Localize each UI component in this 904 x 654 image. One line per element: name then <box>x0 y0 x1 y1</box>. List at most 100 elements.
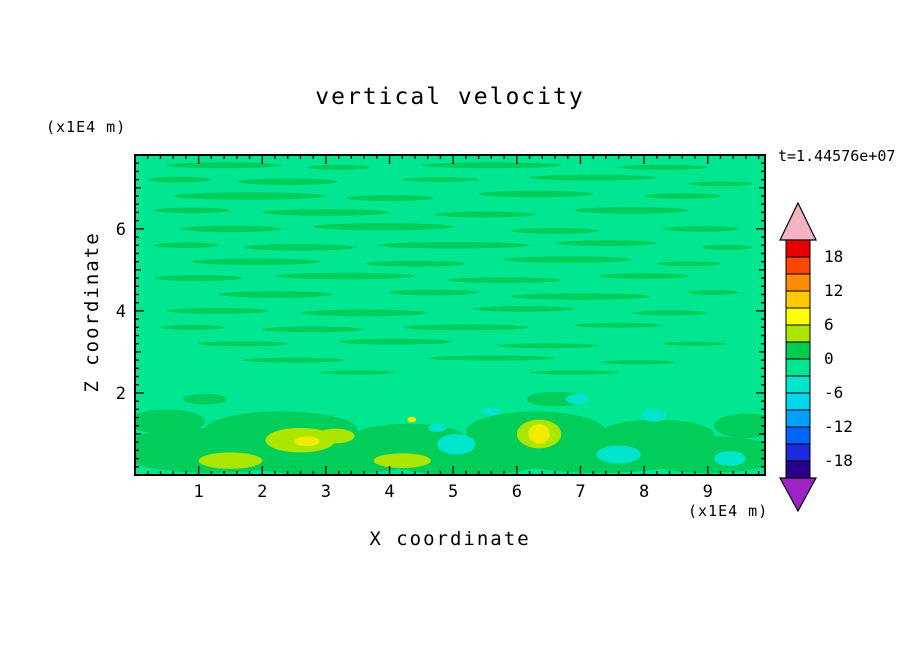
contour-feature <box>663 341 727 346</box>
contour-feature <box>402 177 479 183</box>
x-axis-title: X coordinate <box>369 528 531 550</box>
contour-feature <box>147 176 212 183</box>
contour-feature <box>504 256 632 263</box>
contour-feature <box>154 275 244 281</box>
contour-plot-svg: 1 2 3 4 5 6 7 8 9 2 4 6 <box>116 154 766 502</box>
contour-feature <box>173 192 326 200</box>
colorbar-segment <box>785 256 811 275</box>
y-tick-label: 6 <box>116 220 126 240</box>
contour-feature <box>313 223 454 231</box>
contour-feature <box>373 453 431 469</box>
contour-feature <box>714 451 746 466</box>
contour-feature <box>407 416 417 423</box>
contour-feature <box>478 190 594 198</box>
contour-feature <box>316 428 355 444</box>
colorbar-segment <box>785 307 811 326</box>
contour-feature <box>596 445 641 464</box>
colorbar-segment <box>785 239 811 258</box>
x-axis-unit-label: (x1E4 m) <box>688 502 769 520</box>
contour-feature <box>376 241 530 249</box>
contour-feature <box>688 289 740 295</box>
contour-feature <box>640 409 667 422</box>
contour-feature <box>306 164 371 170</box>
contour-feature <box>198 452 263 469</box>
contour-feature <box>135 409 205 434</box>
contour-feature <box>510 293 651 300</box>
colorbar-segment <box>785 392 811 411</box>
colorbar-label: 18 <box>824 247 843 266</box>
contour-feature <box>345 195 435 201</box>
contour-feature <box>555 240 657 247</box>
colorbar-segment <box>785 341 811 360</box>
x-tick-label: 4 <box>384 482 394 502</box>
colorbar-segment <box>785 375 811 394</box>
contour-feature <box>319 370 396 375</box>
contour-feature <box>236 178 339 185</box>
contour-feature <box>663 225 740 232</box>
contour-feature <box>428 423 447 432</box>
contour-feature <box>618 164 708 170</box>
contour-feature <box>599 419 715 449</box>
plot-frame <box>134 154 766 476</box>
contour-feature <box>402 324 530 331</box>
contour-field <box>135 162 765 475</box>
y-axis-title: Z coordinate <box>81 231 103 393</box>
contour-feature <box>427 355 555 361</box>
colorbar-segment <box>785 358 811 377</box>
contour-feature <box>701 244 753 250</box>
x-tick-label: 1 <box>194 482 204 502</box>
contour-feature <box>154 242 218 249</box>
contour-feature <box>154 207 231 214</box>
contour-feature <box>714 413 765 439</box>
contour-feature <box>599 360 676 365</box>
colorbar-label: -12 <box>824 417 853 436</box>
colorbar-segment <box>785 426 811 445</box>
colorbar-segment <box>785 443 811 462</box>
plot-title: vertical velocity <box>315 84 585 110</box>
contour-feature <box>166 308 269 314</box>
y-axis-unit-label: (x1E4 m) <box>46 118 127 136</box>
contour-feature <box>526 391 584 407</box>
contour-feature <box>275 272 415 280</box>
y-tick-label: 2 <box>116 384 126 404</box>
colorbar-segment <box>785 324 811 343</box>
colorbar-segment <box>785 273 811 292</box>
contour-feature <box>262 209 390 216</box>
contour-feature <box>688 181 753 187</box>
colorbar-svg: 18 12 6 0 -6 -12 -18 <box>778 201 853 513</box>
contour-feature <box>179 225 282 233</box>
contour-feature <box>160 324 225 330</box>
contour-feature <box>656 261 721 267</box>
colorbar: 18 12 6 0 -6 -12 -18 <box>778 195 902 525</box>
contour-feature <box>338 338 454 345</box>
contour-plot: 1 2 3 4 5 6 7 8 9 2 4 6 <box>100 140 780 505</box>
x-tick-label: 2 <box>257 482 267 502</box>
contour-feature <box>528 424 550 444</box>
contour-feature <box>574 322 664 328</box>
contour-feature <box>294 436 320 447</box>
contour-feature <box>446 277 562 283</box>
y-tick-label: 4 <box>116 302 126 322</box>
contour-feature <box>198 341 288 347</box>
x-tick-label: 9 <box>703 482 713 502</box>
contour-feature <box>166 162 282 169</box>
contour-feature <box>529 370 619 375</box>
contour-feature <box>599 273 689 279</box>
colorbar-arrow-up <box>779 201 817 241</box>
x-tick-label: 8 <box>639 482 649 502</box>
x-tick-label: 5 <box>448 482 458 502</box>
contour-feature <box>192 258 320 265</box>
contour-feature <box>574 207 689 214</box>
contour-feature <box>631 310 708 316</box>
contour-feature <box>510 228 600 234</box>
x-tick-label: 6 <box>512 482 522 502</box>
colorbar-label: -6 <box>824 383 843 402</box>
contour-feature <box>644 193 721 199</box>
colorbar-segment <box>785 460 811 479</box>
x-tick-label: 7 <box>575 482 585 502</box>
contour-feature <box>243 357 345 363</box>
contour-feature <box>364 260 466 267</box>
contour-feature <box>182 393 228 405</box>
time-annotation: t=1.44576e+07 <box>778 147 896 165</box>
